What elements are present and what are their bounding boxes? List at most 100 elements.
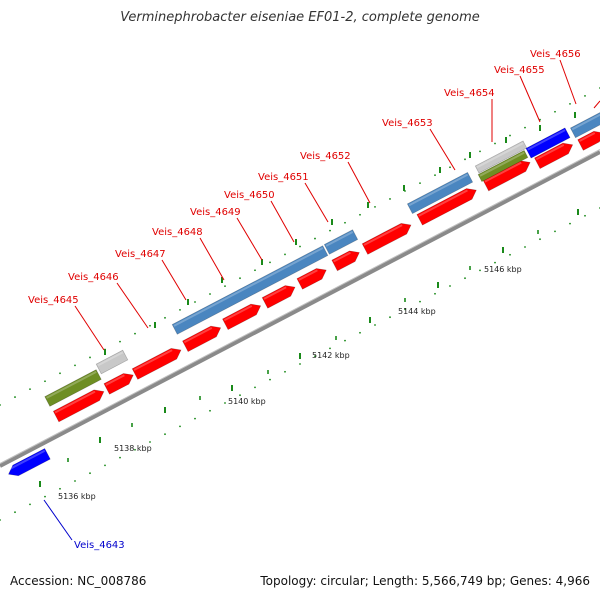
cds-arrow-shine xyxy=(133,349,173,371)
ring-dot xyxy=(314,355,316,358)
cds-arrow-shape xyxy=(534,142,574,169)
ring-dot xyxy=(179,309,181,311)
ring-dot xyxy=(389,316,391,319)
feature-blue-4643 xyxy=(7,448,51,477)
feature-blue-shape xyxy=(525,127,571,159)
ring-dot xyxy=(194,301,196,303)
gene-label: Veis_4654 xyxy=(444,88,495,99)
tick-label: 5144 kbp xyxy=(398,307,436,316)
ring-dot xyxy=(74,364,76,367)
feature-steel-shine xyxy=(173,247,324,327)
cds-arrow xyxy=(52,389,105,423)
ring-dot xyxy=(299,363,301,365)
tick-label: 5146 kbp xyxy=(484,265,522,274)
feature-gray-shine xyxy=(97,351,124,367)
leader-line xyxy=(161,259,187,301)
ring-dot xyxy=(509,253,511,256)
ring-dot xyxy=(239,277,241,280)
ring-dot xyxy=(14,396,16,398)
ring-dot xyxy=(509,134,511,137)
ring-dot xyxy=(149,441,151,443)
leader-line xyxy=(429,128,456,171)
ring-dot xyxy=(344,339,346,342)
ring-dot xyxy=(329,229,331,232)
cds-arrow xyxy=(577,130,600,151)
feature-blue-4643-shape xyxy=(8,448,51,477)
backbone-highlight xyxy=(0,149,600,464)
feature-gray-shape xyxy=(95,349,129,375)
ring-dot xyxy=(59,372,61,375)
ring-dot xyxy=(44,495,46,498)
ring-dot xyxy=(14,511,16,514)
cds-arrow-shape xyxy=(361,223,412,255)
ring-dot xyxy=(494,142,496,145)
leader-line xyxy=(43,499,73,541)
ring-dot xyxy=(434,292,436,295)
gene-label: Veis_4650 xyxy=(224,190,275,201)
ring-dot xyxy=(359,213,361,216)
cds-arrow-shape xyxy=(261,285,296,309)
feature-olive xyxy=(477,149,529,183)
cds-arrow xyxy=(261,285,296,309)
feature-steel-shine xyxy=(571,113,600,131)
leader-line xyxy=(519,75,541,123)
feature-blue-shine xyxy=(527,129,566,151)
ring-dot xyxy=(104,464,106,467)
gene-label: Veis_4656 xyxy=(530,49,581,60)
cds-arrow xyxy=(222,303,262,330)
cds-arrow-shape xyxy=(577,130,600,151)
ring-dot xyxy=(389,198,391,200)
feature-steel-shape xyxy=(323,229,359,255)
gene-label: Veis_4648 xyxy=(152,227,203,238)
ring-dot xyxy=(344,221,346,224)
ring-dot xyxy=(164,316,166,319)
gene-label: Veis_4653 xyxy=(382,118,433,129)
feature-steel-shape xyxy=(171,245,329,335)
ring-dot xyxy=(209,293,211,295)
cds-arrow-shape xyxy=(131,348,182,380)
ring-dots xyxy=(0,87,600,521)
cds-arrow-shine xyxy=(535,144,565,161)
backbone-line xyxy=(0,150,600,468)
feature-blue xyxy=(525,127,571,159)
gene-label: Veis_4652 xyxy=(300,151,351,162)
cds-arrow-shine xyxy=(484,161,522,183)
cds-arrow-shine xyxy=(223,305,253,322)
ring-dot xyxy=(479,150,481,153)
ring-dot xyxy=(584,214,586,217)
ring-dot xyxy=(524,246,526,248)
ring-dot xyxy=(134,448,136,451)
gene-label: Veis_4647 xyxy=(115,249,166,260)
ring-dot xyxy=(584,95,586,97)
cds-arrow xyxy=(331,250,360,272)
tick-label: 5138 kbp xyxy=(114,444,152,453)
ring-dot xyxy=(299,245,301,248)
ring-dot xyxy=(89,472,91,475)
cds-arrow xyxy=(103,373,134,395)
ring-dot xyxy=(419,300,421,303)
tick-labels: 5136 kbp 5138 kbp 5140 kbp 5142 kbp 5144 kbp… xyxy=(58,265,522,501)
ring-dot xyxy=(284,370,286,373)
feature-olive-shape xyxy=(44,369,102,407)
cds-arrow-shape xyxy=(296,268,327,290)
ring-dot xyxy=(359,331,361,334)
leader-line xyxy=(559,59,577,105)
tick-label: 5140 kbp xyxy=(228,397,266,406)
feature-steel xyxy=(406,171,474,215)
gene-labels: Veis_4645 Veis_4646 Veis_4647 Veis_4648 Veis… xyxy=(28,49,581,551)
feature-steel-shine xyxy=(325,231,354,247)
ring-dot xyxy=(434,174,436,177)
ring-dot xyxy=(194,417,196,420)
ring-dot xyxy=(464,158,466,161)
ring-dot xyxy=(179,425,181,428)
feature-steel xyxy=(569,111,600,139)
gene-label: Veis_4655 xyxy=(494,65,545,76)
ring-dot xyxy=(524,126,526,129)
cds-arrow xyxy=(361,223,412,255)
cds-arrow xyxy=(416,188,477,226)
gene-label: Veis_4651 xyxy=(258,172,309,183)
leader-line xyxy=(270,200,295,243)
gene-label: Veis_4645 xyxy=(28,295,79,306)
